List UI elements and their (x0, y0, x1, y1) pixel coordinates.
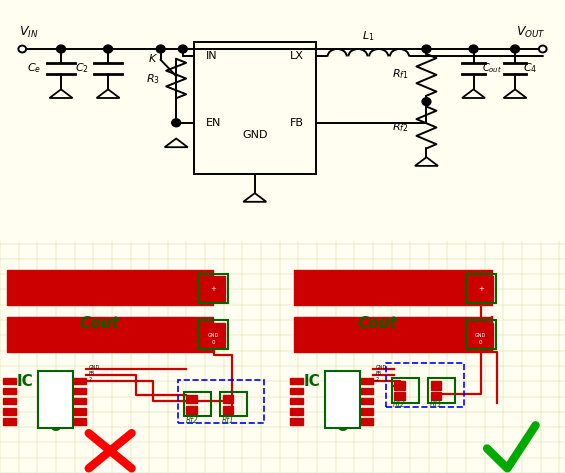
Text: +: + (211, 286, 216, 291)
Text: IC: IC (17, 374, 34, 389)
Bar (223, 395, 233, 403)
Text: Rf1: Rf1 (222, 416, 235, 425)
Bar (7, 317, 213, 351)
Text: Rf2: Rf2 (185, 416, 198, 425)
Bar (223, 406, 233, 414)
Text: $L_1$: $L_1$ (362, 29, 375, 43)
Bar (199, 321, 228, 349)
Bar (392, 378, 419, 403)
Bar (360, 418, 373, 425)
Bar (3, 408, 16, 415)
Bar (394, 381, 405, 390)
Circle shape (19, 45, 26, 53)
Bar (360, 408, 373, 415)
Bar (360, 377, 373, 384)
Bar (428, 378, 455, 403)
Circle shape (56, 45, 66, 53)
Text: IC: IC (304, 374, 321, 389)
Bar (3, 388, 16, 394)
Text: +: + (478, 286, 484, 291)
Text: $R_3$: $R_3$ (146, 72, 159, 87)
Text: $R_{f2}$: $R_{f2}$ (392, 120, 408, 134)
Bar (202, 323, 225, 347)
Text: FB: FB (376, 371, 382, 376)
Text: Rf1: Rf1 (430, 400, 443, 409)
Bar (7, 271, 213, 305)
Text: GND: GND (376, 365, 387, 370)
Text: 2: 2 (89, 377, 92, 382)
Bar (294, 317, 492, 351)
Text: IN: IN (206, 52, 218, 61)
Text: EN: EN (206, 118, 221, 128)
Bar (3, 398, 16, 404)
Text: LX: LX (290, 52, 303, 61)
Text: $R_{f1}$: $R_{f1}$ (392, 68, 408, 81)
Circle shape (539, 45, 546, 53)
Circle shape (103, 45, 112, 53)
Bar (73, 418, 86, 425)
Circle shape (179, 45, 187, 53)
Text: GND: GND (475, 333, 486, 338)
Text: $C_4$: $C_4$ (523, 61, 538, 75)
Text: Cout: Cout (358, 316, 398, 332)
Circle shape (511, 45, 519, 53)
Bar (3, 418, 16, 425)
Bar (469, 276, 493, 300)
Text: Rf2: Rf2 (393, 400, 406, 409)
Bar (360, 388, 373, 394)
Bar (73, 377, 86, 384)
Text: K: K (149, 54, 157, 64)
Bar (186, 406, 197, 414)
Bar (386, 363, 464, 407)
Text: FB: FB (89, 371, 95, 376)
Bar (466, 321, 496, 349)
Bar (202, 276, 225, 300)
Bar (290, 377, 303, 384)
Bar (394, 392, 405, 400)
Bar (290, 408, 303, 415)
Bar (186, 395, 197, 403)
Text: $C_e$: $C_e$ (28, 61, 42, 75)
Text: GND: GND (89, 365, 100, 370)
Bar (73, 388, 86, 394)
Text: 0: 0 (479, 340, 483, 345)
Text: Cout: Cout (79, 316, 119, 332)
Bar (3, 377, 16, 384)
Bar (178, 380, 264, 423)
Circle shape (469, 45, 478, 53)
Bar (469, 323, 493, 347)
Text: 2: 2 (376, 377, 379, 382)
Bar (431, 381, 441, 390)
Text: FB: FB (289, 118, 303, 128)
Text: $V_{IN}$: $V_{IN}$ (19, 25, 39, 40)
Text: $V_{OUT}$: $V_{OUT}$ (516, 25, 546, 40)
Text: GND: GND (208, 333, 219, 338)
Bar (325, 371, 360, 428)
Bar (466, 274, 496, 303)
Text: $C_2$: $C_2$ (75, 61, 89, 75)
Text: $C_{out}$: $C_{out}$ (482, 61, 502, 75)
Bar (290, 418, 303, 425)
Bar (38, 371, 73, 428)
Circle shape (422, 45, 431, 53)
Bar (220, 392, 247, 416)
Text: GND: GND (242, 130, 268, 140)
Circle shape (422, 98, 431, 105)
Bar (73, 408, 86, 415)
Text: 0: 0 (212, 340, 215, 345)
Bar (290, 388, 303, 394)
Bar (431, 392, 441, 400)
Circle shape (172, 119, 181, 127)
Bar (290, 398, 303, 404)
Bar (294, 271, 492, 305)
Bar (184, 392, 211, 416)
Circle shape (157, 45, 165, 53)
Bar (73, 398, 86, 404)
Bar (199, 274, 228, 303)
Bar (360, 398, 373, 404)
